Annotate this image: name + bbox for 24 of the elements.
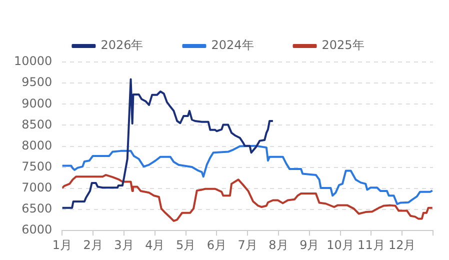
- x-tick-label: 6月: [206, 238, 227, 252]
- y-tick-label: 6000: [22, 222, 52, 237]
- x-tick-label: 3月: [114, 238, 134, 252]
- x-tick-label: 4月: [145, 238, 165, 252]
- y-tick-label: 10000: [14, 54, 52, 68]
- legend-label: 2024年: [211, 38, 254, 52]
- x-tick-label: 9月: [300, 238, 320, 252]
- legend-label: 2026年: [100, 38, 144, 52]
- y-tick-label: 9500: [22, 75, 52, 90]
- y-tick-label: 9000: [22, 96, 52, 110]
- y-tick-label: 7500: [22, 160, 52, 174]
- y-tick-label: 7000: [22, 180, 52, 195]
- y-tick-label: 8500: [22, 117, 52, 132]
- x-tick-label: 8月: [268, 238, 288, 252]
- x-tick-label: 2月: [83, 238, 103, 252]
- x-tick-label: 5月: [176, 238, 196, 252]
- x-tick-label: 12月: [388, 238, 416, 252]
- x-tick-label: 10月: [326, 238, 354, 252]
- x-tick-label: 11月: [358, 238, 385, 252]
- x-tick-label: 1月: [52, 238, 72, 252]
- y-tick-label: 6500: [22, 202, 52, 216]
- legend-label: 2025年: [322, 38, 364, 52]
- x-tick-label: 7月: [238, 238, 258, 252]
- y-tick-label: 8000: [22, 138, 52, 152]
